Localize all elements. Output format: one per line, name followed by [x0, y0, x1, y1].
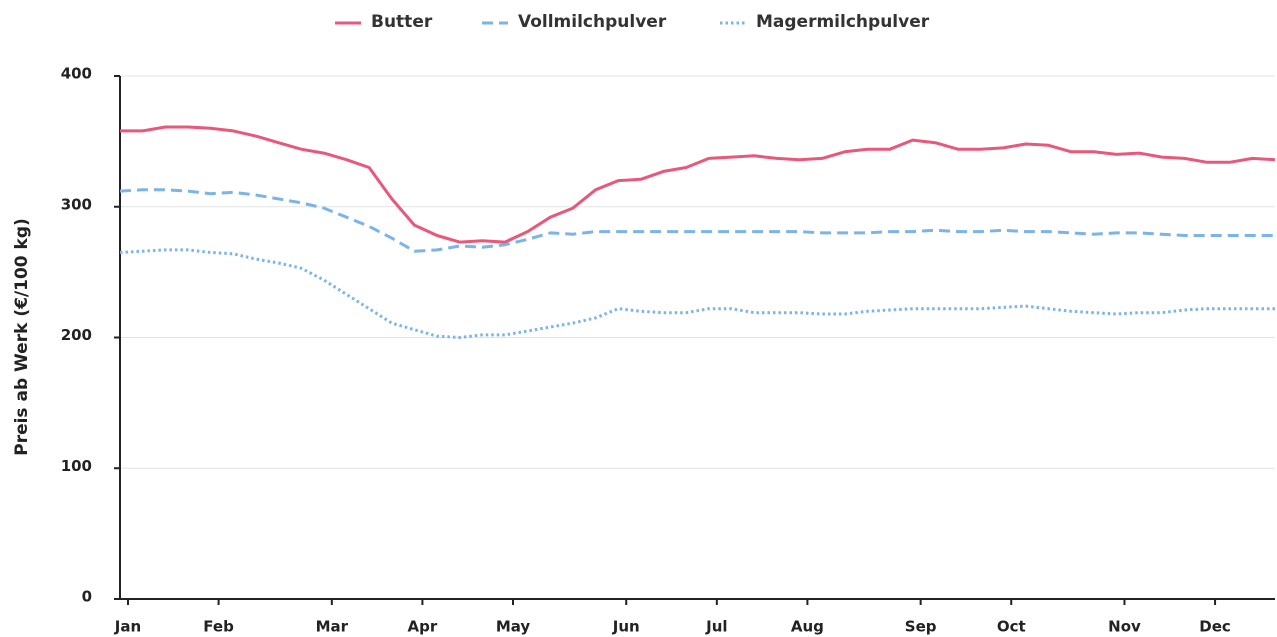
y-tick-label: 100 [61, 457, 92, 475]
legend-label: Magermilchpulver [756, 12, 930, 32]
x-tick-label: Dec [1199, 618, 1231, 636]
x-tick-label: Sep [905, 618, 937, 636]
x-tick-label: May [496, 618, 531, 636]
x-tick-label: Aug [791, 618, 824, 636]
y-tick-label: 300 [61, 195, 92, 213]
y-axis-label: Preis ab Werk (€/100 kg) [12, 218, 32, 456]
x-tick-label: Mar [316, 618, 349, 636]
y-tick-label: 400 [61, 65, 92, 83]
x-tick-label: Apr [408, 618, 438, 636]
x-tick-label: Jan [114, 618, 141, 636]
x-tick-label: Nov [1108, 618, 1141, 636]
x-tick-label: Feb [203, 618, 234, 636]
series-line [119, 248, 1275, 339]
legend-label: Butter [371, 12, 433, 32]
y-tick-label: 200 [61, 326, 92, 344]
legend-label: Vollmilchpulver [518, 12, 667, 32]
x-tick-label: Oct [997, 618, 1026, 636]
series-line [119, 188, 1275, 253]
series-line [120, 125, 1276, 244]
y-tick-label: 0 [82, 588, 92, 606]
x-tick-label: Jun [612, 618, 640, 636]
legend: Butter Vollmilchpulver Magermilchpulver [335, 12, 930, 32]
x-tick-label: Jul [705, 618, 727, 636]
